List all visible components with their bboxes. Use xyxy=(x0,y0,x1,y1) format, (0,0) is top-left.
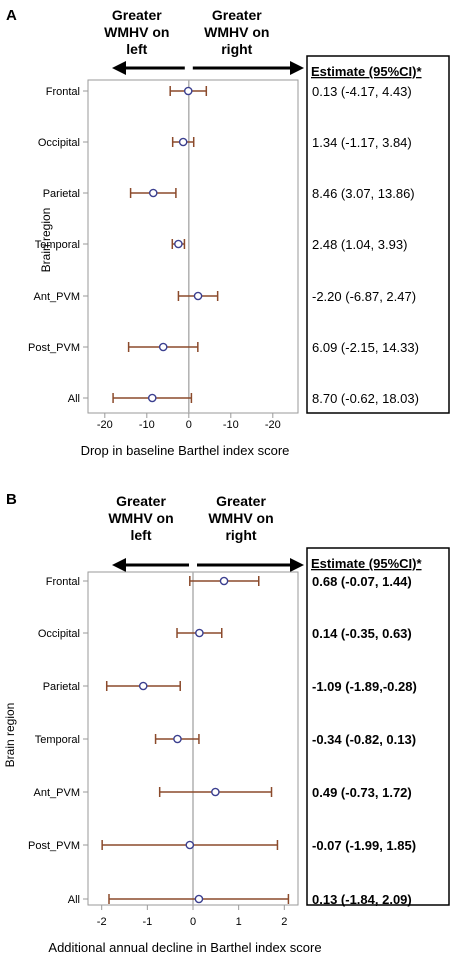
category-label: All xyxy=(68,894,80,906)
category-label: Occipital xyxy=(38,137,80,149)
estimate-label: 0.14 (-0.35, 0.63) xyxy=(312,626,412,641)
estimate-box xyxy=(306,55,450,414)
direction-left-label: WMHV on xyxy=(108,510,173,526)
estimate-label: -0.07 (-1.99, 1.85) xyxy=(312,838,416,853)
x-tick-label: 0 xyxy=(186,419,192,431)
estimate-label: 1.34 (-1.17, 3.84) xyxy=(312,135,412,150)
category-label: Parietal xyxy=(43,188,80,200)
direction-right-label: WMHV on xyxy=(204,24,269,40)
estimate-label: -2.20 (-6.87, 2.47) xyxy=(312,289,416,304)
category-label: Post_PVM xyxy=(28,840,80,852)
estimate-point xyxy=(147,393,157,403)
estimate-header: Estimate (95%CI)* xyxy=(311,556,422,571)
direction-right-label: Greater xyxy=(212,7,262,23)
estimate-point xyxy=(194,894,204,904)
direction-right-label: WMHV on xyxy=(208,510,273,526)
x-tick-label: -20 xyxy=(265,419,281,431)
estimate-point xyxy=(173,734,182,744)
x-tick-label: -1 xyxy=(142,916,152,928)
direction-left-label: left xyxy=(126,41,147,57)
direction-right-label: right xyxy=(225,527,256,543)
category-label: Occipital xyxy=(38,628,80,640)
direction-left-label: Greater xyxy=(116,493,166,509)
estimate-label: 8.46 (3.07, 13.86) xyxy=(312,186,415,201)
direction-left-label: left xyxy=(131,527,152,543)
estimate-label: 2.48 (1.04, 3.93) xyxy=(312,237,407,252)
estimate-point xyxy=(174,239,183,249)
estimate-label: 0.13 (-1.84, 2.09) xyxy=(312,892,412,907)
estimate-point xyxy=(185,840,195,850)
direction-right-label: right xyxy=(221,41,252,57)
direction-left-label: WMHV on xyxy=(104,24,169,40)
estimate-point xyxy=(211,787,220,797)
x-axis-label: Drop in baseline Barthel index score xyxy=(81,443,290,458)
x-tick-label: 1 xyxy=(236,916,242,928)
arrow-left-head-icon xyxy=(112,61,126,75)
x-tick-label: -10 xyxy=(223,419,239,431)
estimate-label: -1.09 (-1.89,-0.28) xyxy=(312,679,417,694)
estimate-point xyxy=(195,628,204,638)
estimate-label: 6.09 (-2.15, 14.33) xyxy=(312,340,419,355)
arrow-left-head-icon xyxy=(112,558,126,572)
estimate-point xyxy=(138,681,148,691)
estimate-point xyxy=(158,342,168,352)
category-label: Ant_PVM xyxy=(34,291,80,303)
category-label: Ant_PVM xyxy=(34,787,80,799)
category-label: All xyxy=(68,393,80,405)
category-label: Post_PVM xyxy=(28,342,80,354)
estimate-point xyxy=(193,291,203,301)
x-tick-label: 2 xyxy=(281,916,287,928)
estimate-header: Estimate (95%CI)* xyxy=(311,64,422,79)
x-tick-label: -20 xyxy=(97,419,113,431)
arrow-right-head-icon xyxy=(290,61,304,75)
estimate-label: 0.49 (-0.73, 1.72) xyxy=(312,785,412,800)
arrow-right-head-icon xyxy=(290,558,304,572)
panel-letter: A xyxy=(6,7,17,24)
direction-right-label: Greater xyxy=(216,493,266,509)
category-label: Temporal xyxy=(35,239,80,251)
estimate-label: 0.68 (-0.07, 1.44) xyxy=(312,574,412,589)
estimate-point xyxy=(148,188,158,198)
direction-left-label: Greater xyxy=(112,7,162,23)
x-axis-label: Additional annual decline in Barthel ind… xyxy=(48,940,321,955)
estimate-point xyxy=(178,137,188,147)
y-axis-label: Brain region xyxy=(39,208,53,273)
estimate-label: -0.34 (-0.82, 0.13) xyxy=(312,732,416,747)
x-tick-label: -2 xyxy=(97,916,107,928)
estimate-box xyxy=(306,547,450,906)
x-tick-label: 0 xyxy=(190,916,196,928)
estimate-point xyxy=(219,576,229,586)
estimate-label: 8.70 (-0.62, 18.03) xyxy=(312,391,419,406)
category-label: Parietal xyxy=(43,681,80,693)
category-label: Frontal xyxy=(46,576,80,588)
category-label: Temporal xyxy=(35,734,80,746)
y-axis-label: Brain region xyxy=(3,703,17,768)
x-tick-label: -10 xyxy=(139,419,155,431)
category-label: Frontal xyxy=(46,86,80,98)
panel-letter: B xyxy=(6,491,17,508)
estimate-label: 0.13 (-4.17, 4.43) xyxy=(312,84,412,99)
plot-frame xyxy=(87,79,299,414)
estimate-point xyxy=(183,86,193,96)
